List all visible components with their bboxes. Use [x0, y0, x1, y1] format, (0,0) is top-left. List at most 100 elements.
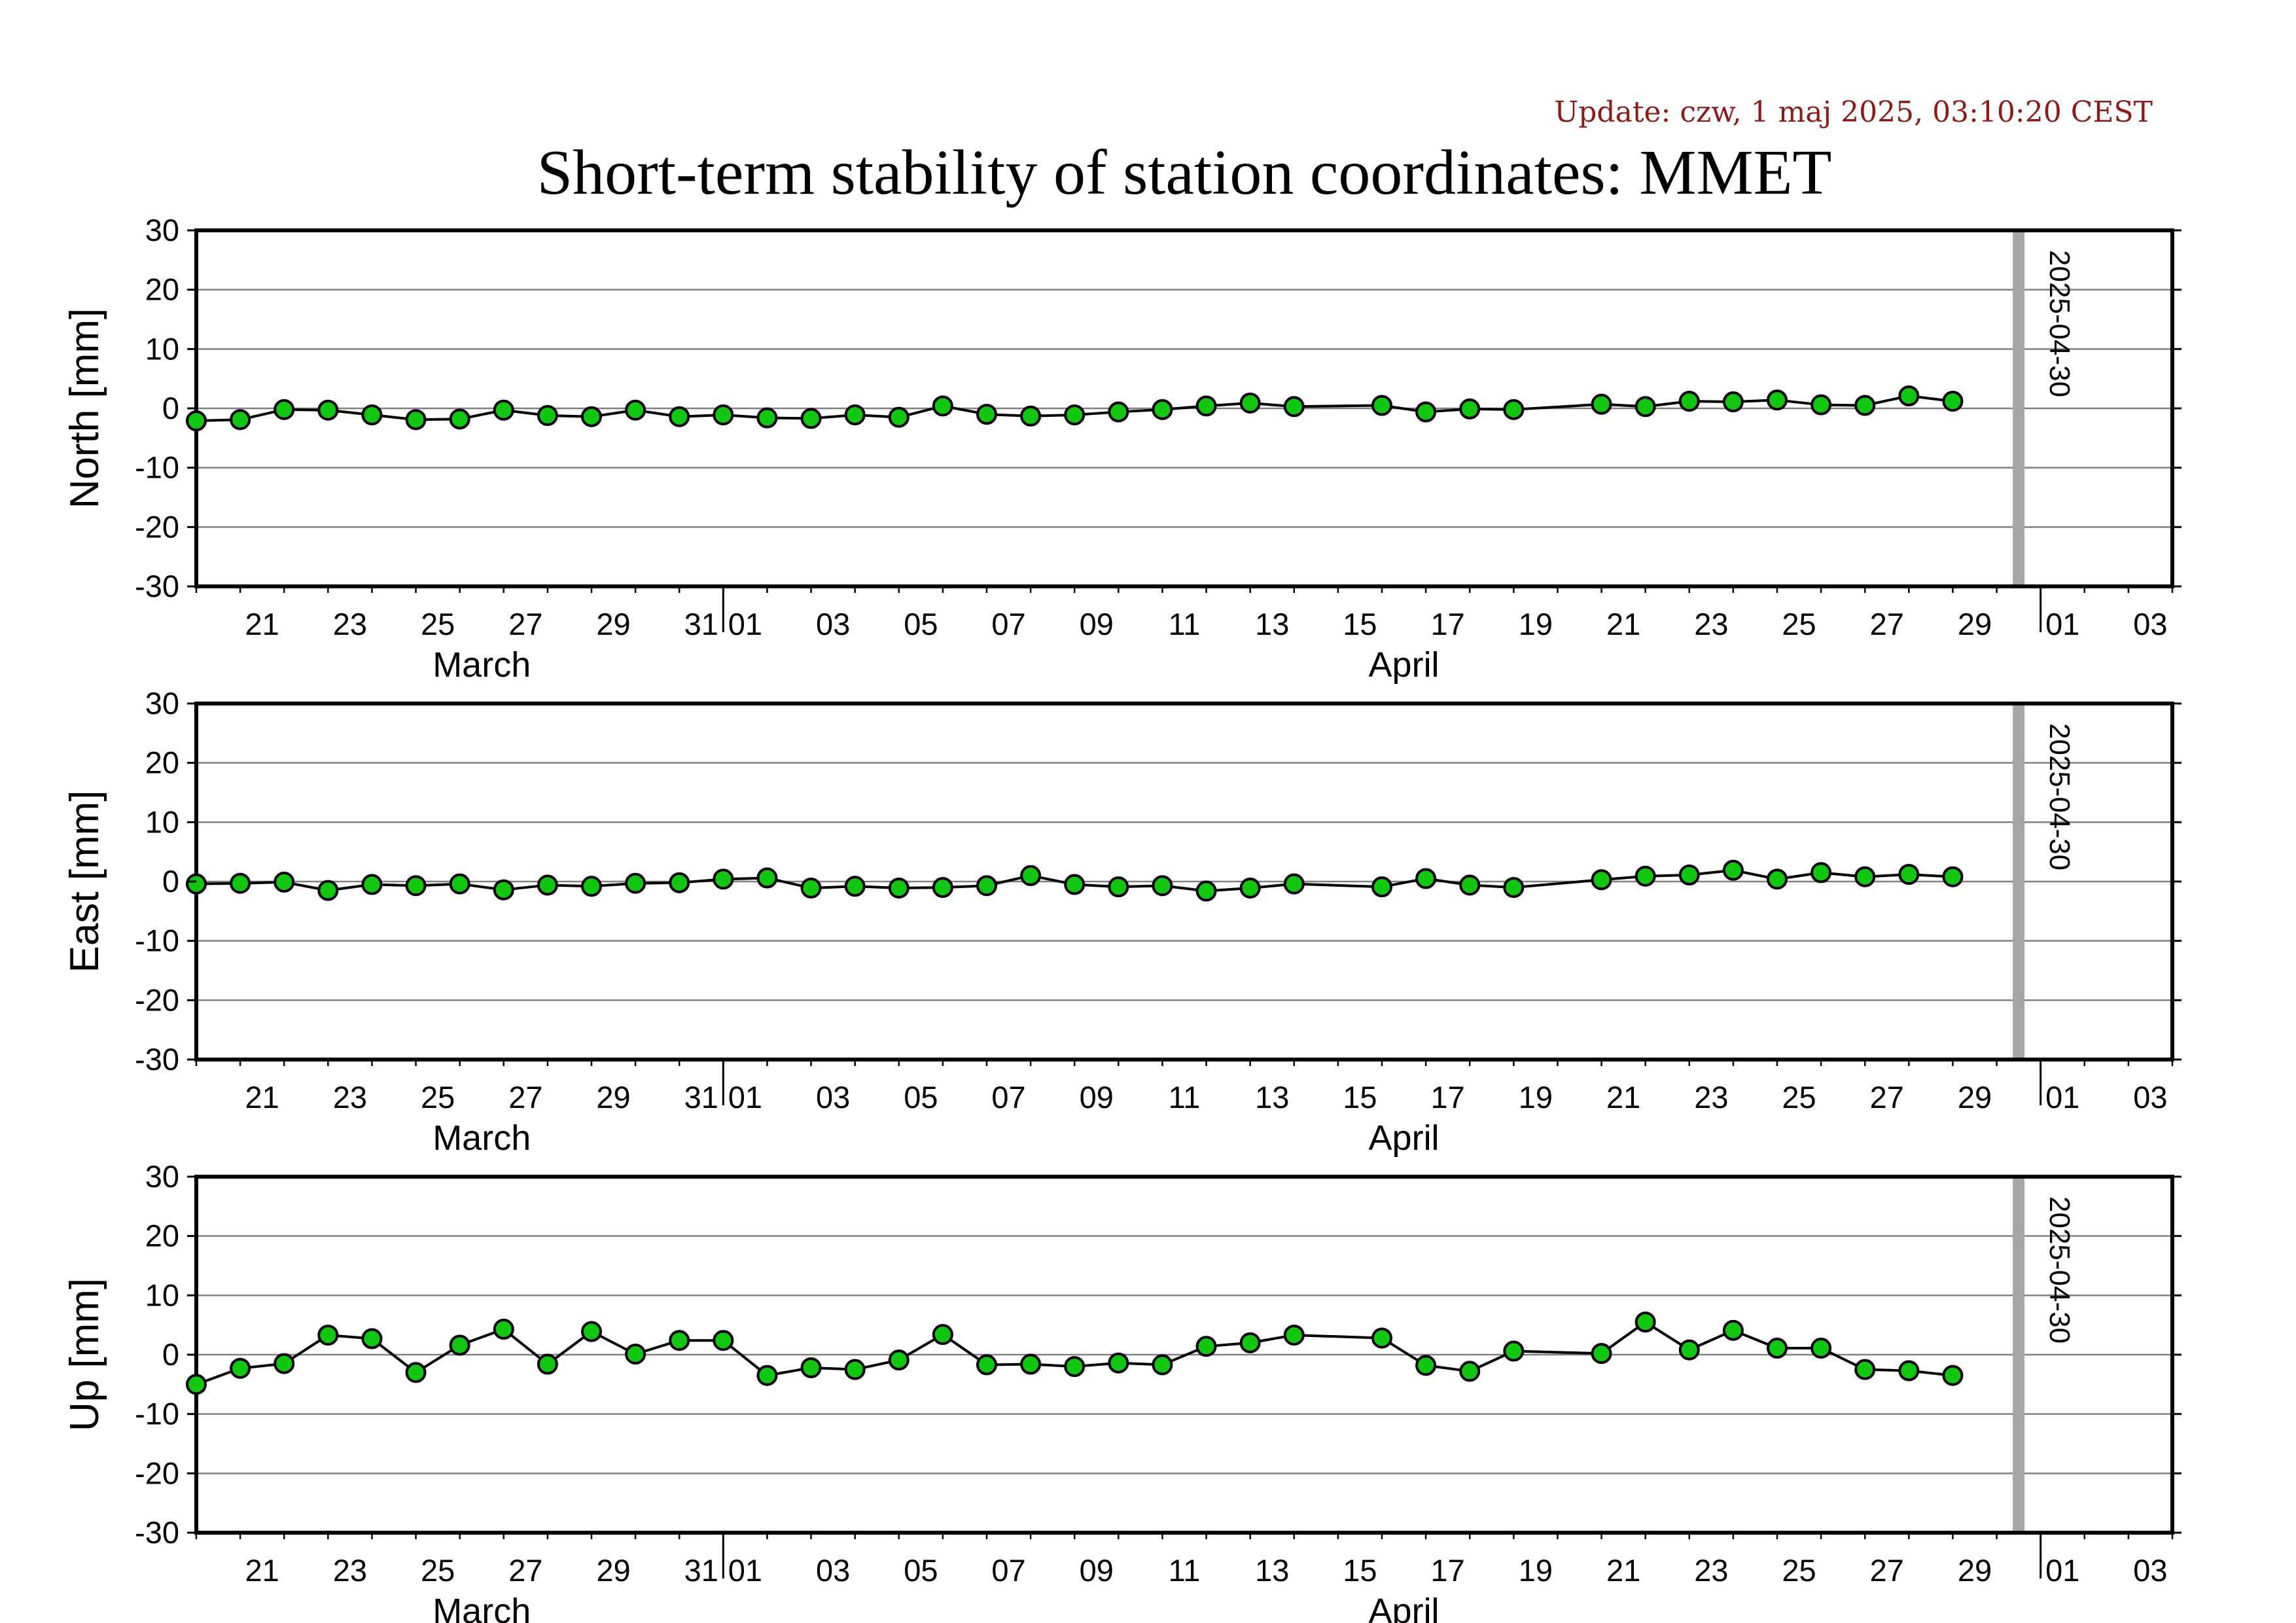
month-label: March	[433, 1118, 531, 1158]
x-tick-label: 19	[1519, 1553, 1553, 1588]
date-marker-line	[2013, 230, 2025, 586]
panel-1: 2025-04-30 30 20 10 0 -10 -20 -30 North [mm] 21 23…	[62, 213, 2181, 685]
panel-2: 2025-04-30 30 20 10 0 -10 -20 -30 East [mm] 21 23 2…	[62, 686, 2181, 1158]
data-point	[405, 409, 427, 431]
data-point	[1898, 1360, 1920, 1382]
data-point	[1020, 405, 1042, 427]
data-point	[317, 880, 339, 901]
chart-title: Short-term stability of station coordina…	[537, 137, 1832, 208]
data-point	[932, 395, 953, 417]
x-tick-label: 15	[1343, 1553, 1377, 1588]
data-point	[405, 875, 427, 897]
data-point	[1283, 873, 1305, 895]
data-point	[1152, 1354, 1173, 1376]
data-point	[625, 1344, 646, 1365]
x-tick-label: 01	[2045, 607, 2079, 641]
data-point	[1064, 1356, 1086, 1378]
data-point	[230, 1357, 251, 1379]
x-tick-label: 29	[1958, 1553, 1992, 1588]
data-point	[976, 875, 997, 897]
date-marker-line	[2013, 704, 2025, 1060]
y-tick-label: 20	[145, 272, 179, 307]
data-point	[1898, 864, 1920, 885]
data-point	[1503, 399, 1525, 420]
data-point	[1371, 395, 1392, 416]
x-tick-label: 29	[596, 1080, 630, 1115]
x-tick-label: 31	[684, 607, 718, 641]
x-tick-label: 31	[684, 1553, 718, 1588]
data-point	[1898, 385, 1920, 406]
month-label: April	[1369, 1592, 1439, 1623]
x-tick-label: 05	[904, 607, 938, 641]
data-point	[581, 876, 602, 897]
y-tick-label: -20	[135, 982, 179, 1017]
x-tick-label: 19	[1519, 607, 1553, 641]
data-point	[1767, 389, 1788, 411]
x-tick-label: 23	[333, 1553, 367, 1588]
data-point	[1942, 1364, 1964, 1386]
x-tick-label: 27	[508, 607, 542, 641]
y-tick-label: -10	[135, 1397, 179, 1431]
month-label: March	[433, 1592, 531, 1623]
data-point	[493, 879, 514, 901]
x-tick-label: 25	[421, 1080, 455, 1115]
data-point	[361, 1328, 383, 1349]
data-point	[1195, 395, 1217, 417]
y-tick-label: 20	[145, 1219, 179, 1253]
x-tick-label: 31	[684, 1080, 718, 1115]
data-point	[1239, 392, 1261, 414]
data-point	[405, 1362, 427, 1383]
x-tick-label: 17	[1431, 1080, 1465, 1115]
x-tick-label: 03	[2133, 1553, 2167, 1588]
data-point	[1810, 862, 1832, 883]
x-tick-label: 05	[904, 1080, 938, 1115]
y-tick-label: 30	[145, 1159, 179, 1194]
data-point	[800, 1357, 822, 1378]
x-tick-label: 27	[1870, 607, 1904, 641]
data-point	[1722, 391, 1744, 413]
x-tick-label: 01	[728, 1553, 762, 1588]
x-tick-label: 09	[1080, 1553, 1114, 1588]
data-point	[1195, 1336, 1217, 1357]
data-point	[361, 404, 383, 425]
data-point	[1195, 880, 1217, 902]
data-point	[361, 874, 383, 895]
x-tick-label: 07	[991, 1080, 1025, 1115]
data-point	[713, 868, 734, 890]
data-point	[1503, 877, 1525, 899]
y-tick-label: 0	[162, 391, 179, 425]
data-point	[1810, 394, 1832, 416]
x-tick-label: 09	[1080, 607, 1114, 641]
data-point	[1854, 866, 1876, 887]
x-tick-label: 29	[596, 607, 630, 641]
data-point	[669, 872, 690, 893]
data-point	[317, 399, 339, 421]
data-point	[230, 409, 251, 431]
data-point	[669, 406, 690, 427]
x-tick-label: 03	[2133, 1080, 2167, 1115]
x-tick-label: 11	[1169, 1553, 1201, 1588]
data-point	[1591, 1343, 1612, 1364]
y-tick-label: -30	[135, 1515, 179, 1550]
x-tick-label: 23	[1694, 1080, 1728, 1115]
data-point	[1020, 1353, 1042, 1375]
data-point	[1239, 877, 1261, 899]
x-tick-label: 21	[245, 607, 279, 641]
data-point	[1634, 396, 1656, 418]
data-point	[274, 399, 295, 420]
x-tick-label: 13	[1255, 1080, 1289, 1115]
data-point	[1854, 1359, 1876, 1380]
data-point	[625, 399, 646, 421]
panel-3: 2025-04-30 30 20 10 0 -10 -20 -30 Up [mm] 21 23 25 2…	[62, 1159, 2181, 1623]
y-tick-label: -30	[135, 1042, 179, 1077]
data-point	[449, 1334, 470, 1356]
data-point	[800, 408, 822, 429]
y-axis-label: East [mm]	[62, 790, 107, 972]
data-point	[1767, 1338, 1788, 1359]
x-tick-label: 21	[245, 1080, 279, 1115]
y-tick-label: 10	[145, 804, 179, 839]
data-point	[1152, 399, 1173, 420]
data-point	[274, 1353, 295, 1374]
date-marker-line	[2013, 1177, 2025, 1533]
x-tick-label: 15	[1343, 1080, 1377, 1115]
